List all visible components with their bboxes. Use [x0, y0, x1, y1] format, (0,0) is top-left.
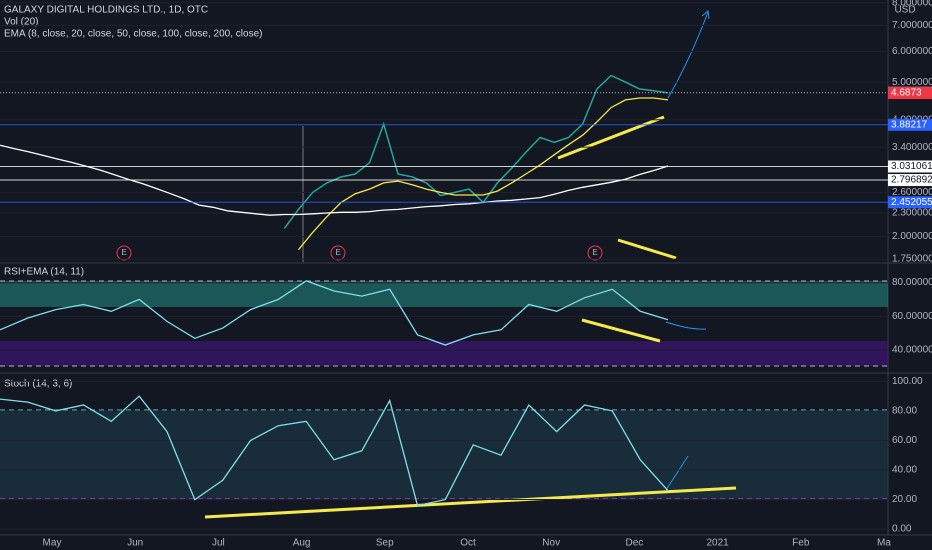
- trend-line: [581, 318, 661, 343]
- price-label-box: [888, 118, 932, 131]
- x-tick-label: Nov: [542, 538, 560, 549]
- earnings-label: E: [121, 248, 126, 257]
- price-label: 3.031061: [891, 161, 932, 172]
- series-line: [283, 74, 669, 229]
- price-label-box: [888, 196, 932, 209]
- series-line: [297, 97, 669, 251]
- price-label: 4.6873: [891, 88, 922, 99]
- arrow: [667, 11, 709, 99]
- x-tick-label: Jun: [127, 538, 143, 549]
- arrow: [665, 455, 689, 491]
- x-tick-label: Jul: [212, 538, 225, 549]
- ema-label: EMA (8, close, 20, close, 50, close, 100…: [4, 29, 262, 40]
- y-tick-label: 80.00000: [892, 277, 932, 288]
- stoch-title: Stoch (14, 3, 6): [4, 379, 72, 390]
- y-tick-label: 2.000000: [892, 231, 932, 242]
- earnings-marker: [330, 245, 346, 261]
- arrow: [665, 321, 707, 330]
- x-tick-label: Sep: [376, 538, 394, 549]
- trend-line: [204, 486, 737, 519]
- trend-line: [617, 238, 677, 260]
- y-tick-label: 40.00000: [892, 345, 932, 356]
- x-tick-label: Dec: [626, 538, 644, 549]
- y-tick-label: 8.000000: [892, 0, 932, 9]
- trend-line: [557, 115, 665, 160]
- series-line: [0, 395, 669, 507]
- price-label: 2.452055: [891, 197, 932, 208]
- currency-label: USD: [894, 5, 915, 16]
- y-tick-label: 60.00: [892, 435, 917, 446]
- earnings-marker: [116, 245, 132, 261]
- price-label-box: [888, 160, 932, 173]
- chart-title: GALAXY DIGITAL HOLDINGS LTD., 1D, OTC: [4, 5, 208, 16]
- price-label-box: [888, 87, 932, 100]
- x-tick-label: Feb: [792, 538, 810, 549]
- earnings-label: E: [335, 248, 340, 257]
- x-tick-label: Aug: [293, 538, 311, 549]
- y-tick-label: 5.000000: [892, 77, 932, 88]
- y-tick-label: 20.00: [892, 494, 917, 505]
- y-tick-label: 60.00000: [892, 311, 932, 322]
- earnings-label: E: [592, 248, 597, 257]
- price-label: 2.796892: [891, 175, 932, 186]
- y-tick-label: 3.400000: [892, 142, 932, 153]
- y-tick-label: 40.00: [892, 465, 917, 476]
- series-line: [0, 144, 669, 216]
- y-tick-label: 2.300000: [892, 208, 932, 219]
- y-tick-label: 2.600000: [892, 187, 932, 198]
- y-tick-label: 0.00: [892, 524, 912, 535]
- rsi-title: RSI+EMA (14, 11): [4, 267, 84, 278]
- x-tick-label: May: [43, 538, 62, 549]
- x-tick-label: 2021: [706, 538, 729, 549]
- price-label: 3.88217: [891, 119, 928, 130]
- y-tick-label: 100.00: [892, 376, 923, 387]
- earnings-marker: [587, 245, 603, 261]
- price-label-box: [888, 174, 932, 187]
- y-tick-label: 7.000000: [892, 20, 932, 31]
- series-line: [0, 280, 669, 346]
- x-tick-label: Ma: [877, 538, 891, 549]
- arrow-head: [701, 10, 710, 20]
- y-tick-label: 80.00: [892, 406, 917, 417]
- y-tick-label: 1.750000: [892, 254, 932, 265]
- volume-label: Vol (20): [4, 17, 38, 28]
- x-tick-label: Oct: [460, 538, 476, 549]
- stoch-band: [0, 410, 888, 499]
- rsi-overbought-band: [0, 281, 888, 307]
- y-tick-label: 6.000000: [892, 46, 932, 57]
